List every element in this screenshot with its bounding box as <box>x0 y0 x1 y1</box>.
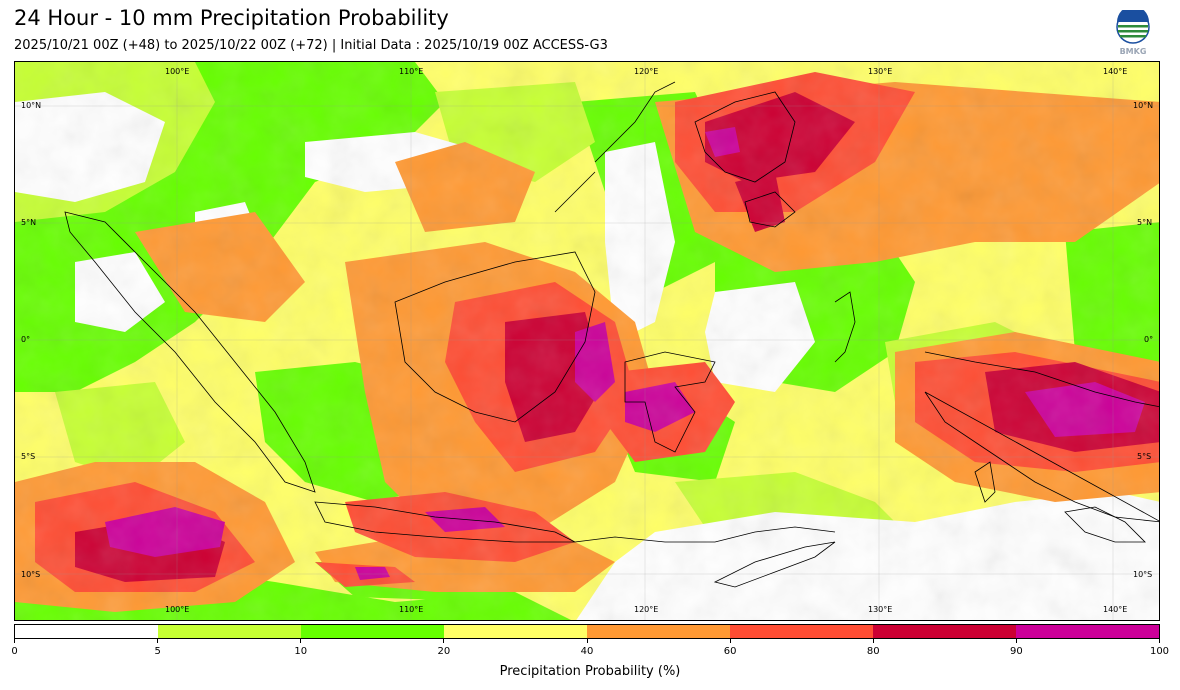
lat-label-left-5s: 5°S <box>21 452 36 461</box>
colorbar-segment-7 <box>1016 625 1159 638</box>
colorbar-tick-label-80: 80 <box>866 646 880 657</box>
map-title: 24 Hour - 10 mm Precipitation Probabilit… <box>14 6 449 30</box>
colorbar-tick-label-40: 40 <box>580 646 594 657</box>
graticule <box>15 62 1159 620</box>
colorbar-tick-0 <box>14 639 15 643</box>
lat-label-right-0: 0° <box>1144 335 1154 344</box>
map-subtitle: 2025/10/21 00Z (+48) to 2025/10/22 00Z (… <box>14 38 608 53</box>
precipitation-map: 100°E 110°E 120°E 130°E 140°E 100°E 110°… <box>14 61 1160 621</box>
colorbar-tick-60 <box>729 639 731 643</box>
colorbar-tick-label-0: 0 <box>11 646 18 657</box>
lon-label-top-130: 130°E <box>868 67 893 76</box>
lat-label-left-5n: 5°N <box>21 218 37 227</box>
colorbar-segment-5 <box>730 625 873 638</box>
colorbar-tick-10 <box>300 639 302 643</box>
lon-label-bottom-100: 100°E <box>165 605 190 614</box>
lon-label-top-140: 140°E <box>1103 67 1128 76</box>
lon-label-bottom-140: 140°E <box>1103 605 1128 614</box>
lat-label-right-5n: 5°N <box>1137 218 1153 227</box>
colorbar-tick-label-100: 100 <box>1149 646 1170 657</box>
colorbar-tick-label-90: 90 <box>1010 646 1023 657</box>
svg-text:BMKG: BMKG <box>1120 47 1147 56</box>
colorbar-tick-label-20: 20 <box>437 646 451 657</box>
colorbar-segment-0 <box>15 625 158 638</box>
colorbar-segment-3 <box>444 625 587 638</box>
lat-label-right-5s: 5°S <box>1137 452 1152 461</box>
colorbar-tick-label-60: 60 <box>723 646 737 657</box>
lat-label-left-0: 0° <box>21 335 31 344</box>
coastlines <box>64 81 1159 588</box>
colorbar-segment-4 <box>587 625 730 638</box>
lon-label-top-110: 110°E <box>399 67 424 76</box>
lon-label-bottom-130: 130°E <box>868 605 893 614</box>
lon-label-bottom-120: 120°E <box>634 605 659 614</box>
texture-overlay <box>15 62 1159 620</box>
colorbar-tick-label-10: 10 <box>294 646 308 657</box>
colorbar-segment-2 <box>301 625 444 638</box>
map-canvas <box>15 62 1159 620</box>
bmkg-logo: BMKG <box>1112 6 1154 56</box>
lat-label-left-10n: 10°N <box>21 101 42 110</box>
lat-label-right-10s: 10°S <box>1133 570 1153 579</box>
colorbar-tick-20 <box>443 639 445 643</box>
colorbar-tick-5 <box>157 639 159 643</box>
colorbar-tick-40 <box>586 639 588 643</box>
lon-label-top-120: 120°E <box>634 67 659 76</box>
colorbar-tick-100 <box>1159 639 1160 643</box>
lon-label-top-100: 100°E <box>165 67 190 76</box>
colorbar-segment-6 <box>873 625 1016 638</box>
lon-label-bottom-110: 110°E <box>399 605 424 614</box>
colorbar-tick-90 <box>1015 639 1017 643</box>
colorbar-title: Precipitation Probability (%) <box>499 664 681 679</box>
colorbar-tick-label-5: 5 <box>154 646 161 657</box>
lat-label-right-10n: 10°N <box>1133 101 1154 110</box>
colorbar-segment-1 <box>158 625 301 638</box>
colorbar-tick-80 <box>872 639 874 643</box>
lat-label-left-10s: 10°S <box>21 570 41 579</box>
colorbar <box>14 624 1160 639</box>
